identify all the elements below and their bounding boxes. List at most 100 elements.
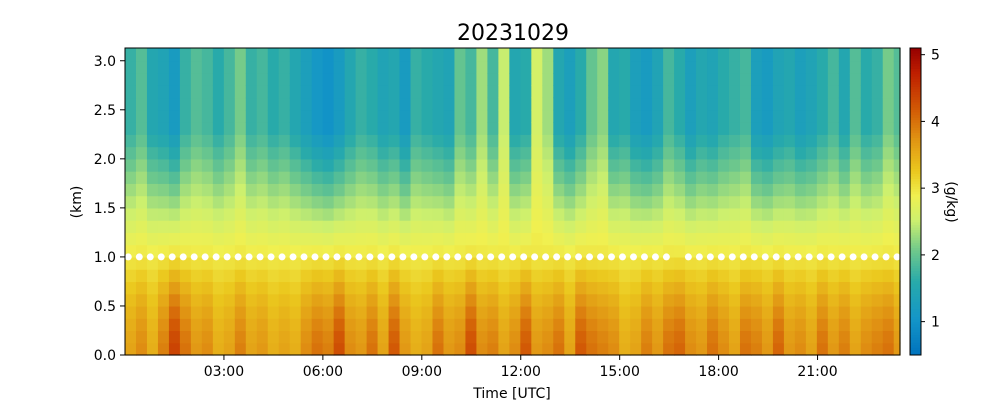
heatmap-cell bbox=[652, 158, 664, 172]
heatmap-cell bbox=[498, 330, 510, 344]
heatmap-cell bbox=[223, 146, 236, 160]
heatmap-cell bbox=[399, 220, 412, 233]
heatmap-cell bbox=[772, 171, 785, 184]
heatmap-cell bbox=[476, 220, 488, 233]
heatmap-cell bbox=[597, 293, 609, 307]
heatmap-cell bbox=[586, 293, 598, 307]
heatmap-cell bbox=[465, 281, 478, 295]
heatmap-cell bbox=[190, 60, 203, 74]
heatmap-cell bbox=[772, 158, 785, 172]
heatmap-cell bbox=[663, 134, 675, 148]
heatmap-cell bbox=[893, 183, 901, 197]
heatmap-cell bbox=[652, 256, 664, 270]
heatmap-cell bbox=[641, 109, 653, 123]
marker-point bbox=[531, 253, 539, 261]
heatmap-cell bbox=[860, 85, 873, 99]
heatmap-cell bbox=[860, 207, 873, 221]
heatmap-cell bbox=[465, 244, 478, 258]
heatmap-cell bbox=[366, 109, 379, 123]
heatmap-cell bbox=[476, 171, 488, 184]
heatmap-cell bbox=[838, 281, 851, 295]
heatmap-cell bbox=[739, 146, 752, 160]
heatmap-cell bbox=[212, 122, 225, 135]
heatmap-cell bbox=[575, 269, 587, 283]
heatmap-cell bbox=[410, 122, 423, 135]
heatmap-cell bbox=[344, 244, 357, 258]
colorbar-segment bbox=[910, 86, 921, 90]
colorbar-segment bbox=[910, 204, 921, 208]
heatmap-cell bbox=[685, 183, 697, 197]
heatmap-cell bbox=[575, 318, 587, 332]
heatmap-cell bbox=[201, 293, 214, 307]
heatmap-cell bbox=[179, 207, 192, 221]
heatmap-cell bbox=[520, 97, 532, 111]
heatmap-cell bbox=[575, 48, 587, 62]
heatmap-cell bbox=[344, 220, 357, 233]
marker-point bbox=[608, 253, 615, 261]
heatmap-cell bbox=[256, 60, 269, 74]
heatmap-cell bbox=[125, 281, 137, 295]
heatmap-cell bbox=[289, 269, 302, 283]
heatmap-cell bbox=[125, 122, 137, 135]
heatmap-cell bbox=[146, 97, 159, 111]
heatmap-cell bbox=[893, 330, 901, 344]
heatmap-cell bbox=[586, 73, 598, 86]
colorbar-segment bbox=[910, 209, 921, 213]
heatmap-cell bbox=[125, 73, 137, 86]
heatmap-cell bbox=[718, 97, 730, 111]
heatmap-cell bbox=[553, 122, 565, 135]
heatmap-cell bbox=[597, 330, 609, 344]
heatmap-cell bbox=[750, 158, 763, 172]
marker-point bbox=[366, 253, 374, 261]
heatmap-cell bbox=[146, 305, 159, 319]
heatmap-cell bbox=[157, 281, 170, 295]
heatmap-cell bbox=[849, 171, 862, 184]
heatmap-cell bbox=[388, 244, 401, 258]
heatmap-cell bbox=[322, 171, 335, 184]
heatmap-cell bbox=[146, 318, 159, 332]
heatmap-cell bbox=[234, 171, 247, 184]
heatmap-cell bbox=[685, 109, 697, 123]
colorbar-segment bbox=[910, 129, 921, 133]
colorbar-segment bbox=[910, 181, 921, 185]
heatmap-cell bbox=[509, 48, 521, 62]
heatmap-cell bbox=[816, 183, 829, 197]
colorbar-frame bbox=[909, 47, 922, 356]
heatmap-cell bbox=[707, 207, 719, 221]
heatmap-cell bbox=[267, 293, 280, 307]
x-tick-label: 15:00 bbox=[600, 364, 640, 380]
heatmap-cell bbox=[146, 342, 159, 356]
heatmap-cell bbox=[333, 158, 346, 172]
heatmap-cell bbox=[871, 269, 884, 283]
heatmap-cell bbox=[739, 97, 752, 111]
heatmap-cell bbox=[322, 232, 335, 246]
heatmap-cell bbox=[882, 293, 895, 307]
heatmap-cell bbox=[860, 134, 873, 148]
heatmap-cell bbox=[498, 146, 510, 160]
heatmap-cell bbox=[410, 330, 423, 344]
heatmap-cell bbox=[849, 85, 862, 99]
heatmap-cell bbox=[893, 281, 901, 295]
heatmap-cell bbox=[399, 60, 412, 74]
heatmap-cell bbox=[586, 60, 598, 74]
heatmap-cell bbox=[443, 158, 456, 172]
heatmap-cell bbox=[729, 109, 741, 123]
heatmap-cell bbox=[245, 171, 258, 184]
heatmap-cell bbox=[608, 122, 620, 135]
heatmap-cell bbox=[553, 97, 565, 111]
heatmap-cell bbox=[223, 158, 236, 172]
heatmap-cell bbox=[498, 109, 510, 123]
heatmap-cell bbox=[805, 109, 818, 123]
heatmap-cell bbox=[685, 134, 697, 148]
heatmap-cell bbox=[179, 342, 192, 356]
heatmap-cell bbox=[772, 183, 785, 197]
heatmap-cell bbox=[201, 195, 214, 209]
heatmap-cell bbox=[750, 109, 763, 123]
heatmap-cell bbox=[685, 73, 697, 86]
heatmap-cell bbox=[476, 195, 488, 209]
heatmap-cell bbox=[718, 134, 730, 148]
heatmap-cell bbox=[267, 158, 280, 172]
heatmap-cell bbox=[421, 122, 434, 135]
heatmap-cell bbox=[783, 244, 796, 258]
heatmap-cell bbox=[838, 318, 851, 332]
